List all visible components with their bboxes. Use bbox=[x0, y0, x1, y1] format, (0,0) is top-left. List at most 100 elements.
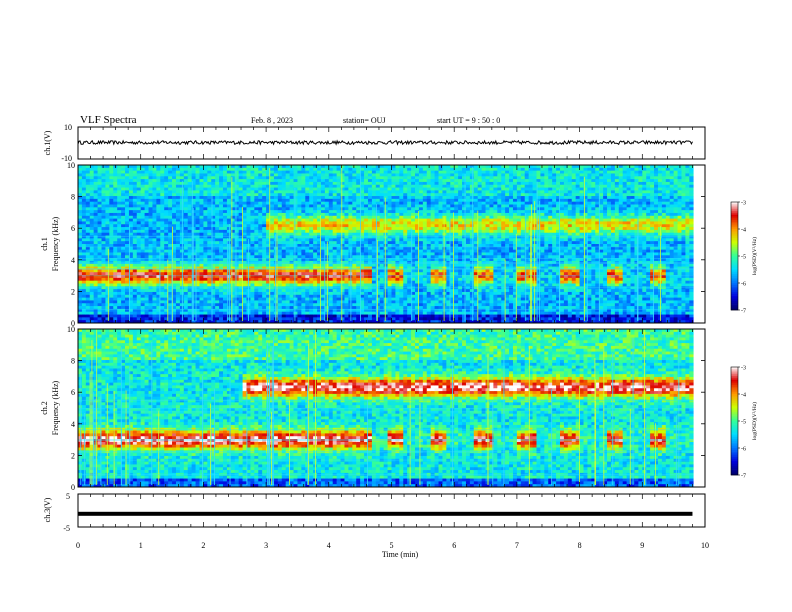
spectrogram-cell bbox=[297, 207, 302, 211]
spectrogram-cell bbox=[266, 306, 271, 310]
spectrogram-cell bbox=[266, 173, 271, 177]
spectrogram-cell bbox=[238, 272, 243, 276]
spectrogram-cell bbox=[285, 291, 291, 296]
spectrogram-cell bbox=[313, 246, 318, 251]
spectrogram-cell bbox=[238, 252, 243, 256]
spectrogram-cell bbox=[277, 224, 283, 228]
spectrogram-cell bbox=[195, 280, 200, 284]
spectrogram-cell bbox=[262, 244, 267, 248]
spectrogram-cell bbox=[156, 176, 161, 180]
spectrogram-cell bbox=[305, 235, 310, 239]
spectrogram-cell bbox=[117, 244, 122, 248]
spectrogram-cell bbox=[293, 297, 298, 301]
spectrogram-cell bbox=[289, 215, 294, 220]
spectrogram-cell bbox=[78, 289, 83, 293]
spectrogram-cell bbox=[238, 308, 243, 313]
spectrogram-cell bbox=[101, 229, 106, 234]
spectrogram-cell bbox=[328, 300, 334, 304]
spectrogram-cell bbox=[348, 246, 353, 251]
spectrogram-cell bbox=[403, 204, 408, 208]
spectrogram-cell bbox=[305, 300, 310, 304]
spectrogram-cell bbox=[128, 266, 134, 270]
spectrogram-cell bbox=[140, 187, 146, 191]
spectrogram-cell bbox=[85, 297, 91, 301]
spectrogram-cell bbox=[367, 300, 373, 304]
spectrogram-cell bbox=[317, 165, 322, 169]
spectrogram-cell bbox=[375, 241, 381, 245]
spectrogram-cell bbox=[93, 311, 98, 315]
spectrogram-cell bbox=[113, 229, 118, 234]
spectrogram-cell bbox=[156, 170, 161, 174]
spectrogram-cell bbox=[391, 244, 396, 248]
spectrogram-cell bbox=[258, 221, 263, 225]
spectrogram-cell bbox=[289, 266, 294, 270]
spectrogram-cell bbox=[199, 170, 204, 174]
spectrogram-cell bbox=[211, 190, 216, 194]
spectrogram-cell bbox=[340, 198, 345, 203]
spectrogram-cell bbox=[379, 204, 385, 208]
spectrogram-cell bbox=[352, 167, 357, 172]
spectrogram-cell bbox=[175, 241, 181, 245]
spectrogram-cell bbox=[128, 181, 134, 186]
spectrogram-cell bbox=[250, 255, 255, 259]
spectrogram-cell bbox=[207, 218, 212, 222]
spectrogram-cell bbox=[407, 187, 412, 191]
spectrogram-cell bbox=[281, 165, 287, 169]
spectrogram-cell bbox=[375, 227, 381, 231]
spectrogram-cell bbox=[360, 252, 365, 256]
spectrogram-cell bbox=[324, 238, 330, 242]
spectrogram-cell bbox=[258, 303, 263, 307]
spectrogram-cell bbox=[85, 196, 91, 200]
spectrogram-cell bbox=[340, 246, 345, 251]
spectrogram-cell bbox=[281, 229, 287, 234]
spectrogram-cell bbox=[97, 314, 102, 318]
spectrogram-cell bbox=[301, 314, 306, 318]
spectrogram-cell bbox=[266, 218, 271, 222]
spectrogram-cell bbox=[356, 275, 361, 279]
start-ut-label: start UT = 9 : 50 : 0 bbox=[437, 116, 500, 125]
spectrogram-cell bbox=[164, 232, 169, 236]
spectrogram-cell bbox=[97, 218, 102, 222]
spectrogram-cell bbox=[309, 291, 314, 296]
spectrogram-cell bbox=[89, 170, 95, 174]
spectrogram-cell bbox=[222, 179, 228, 183]
spectrogram-cell bbox=[371, 179, 377, 183]
spectrogram-cell bbox=[371, 173, 377, 177]
spectrogram-cell bbox=[215, 232, 220, 236]
spectrogram-cell bbox=[348, 229, 353, 234]
spectrogram-cell bbox=[105, 297, 110, 301]
spectrogram-cell bbox=[371, 300, 377, 304]
spectrogram-cell bbox=[113, 317, 118, 321]
spectrogram-cell bbox=[305, 266, 310, 270]
spectrogram-cell bbox=[399, 176, 404, 180]
spectrogram-cell bbox=[395, 272, 400, 276]
spectrogram-cell bbox=[207, 252, 212, 256]
spectrogram-cell bbox=[160, 297, 165, 301]
spectrogram-cell bbox=[411, 193, 416, 197]
spectrogram-cell bbox=[191, 244, 196, 248]
spectrogram-cell bbox=[273, 272, 279, 276]
spectrogram-cell bbox=[356, 252, 361, 256]
spectrogram-cell bbox=[297, 229, 302, 234]
spectrogram-cell bbox=[89, 165, 95, 169]
spectrogram-cell bbox=[160, 184, 165, 188]
spectrogram-cell bbox=[332, 229, 338, 234]
spectrogram-cell bbox=[340, 227, 345, 231]
spectrogram-cell bbox=[262, 263, 267, 267]
spectrogram-cell bbox=[97, 300, 102, 304]
spectrogram-cell bbox=[152, 210, 157, 214]
spectrogram-cell bbox=[309, 280, 314, 284]
spectrogram-cell bbox=[309, 218, 314, 222]
spectrogram-cell bbox=[336, 311, 341, 315]
spectrogram-cell bbox=[207, 221, 212, 225]
spectrogram-cell bbox=[121, 269, 126, 273]
spectrogram-cell bbox=[148, 306, 153, 310]
spectrogram-cell bbox=[281, 244, 287, 248]
spectrogram-cell bbox=[117, 269, 122, 273]
spectrogram-cell bbox=[399, 179, 404, 183]
spectrogram-cell bbox=[242, 193, 247, 197]
spectrogram-cell bbox=[360, 283, 365, 287]
spectrogram-cell bbox=[168, 277, 173, 282]
spectrogram-cell bbox=[379, 232, 385, 236]
spectrogram-cell bbox=[160, 215, 165, 220]
